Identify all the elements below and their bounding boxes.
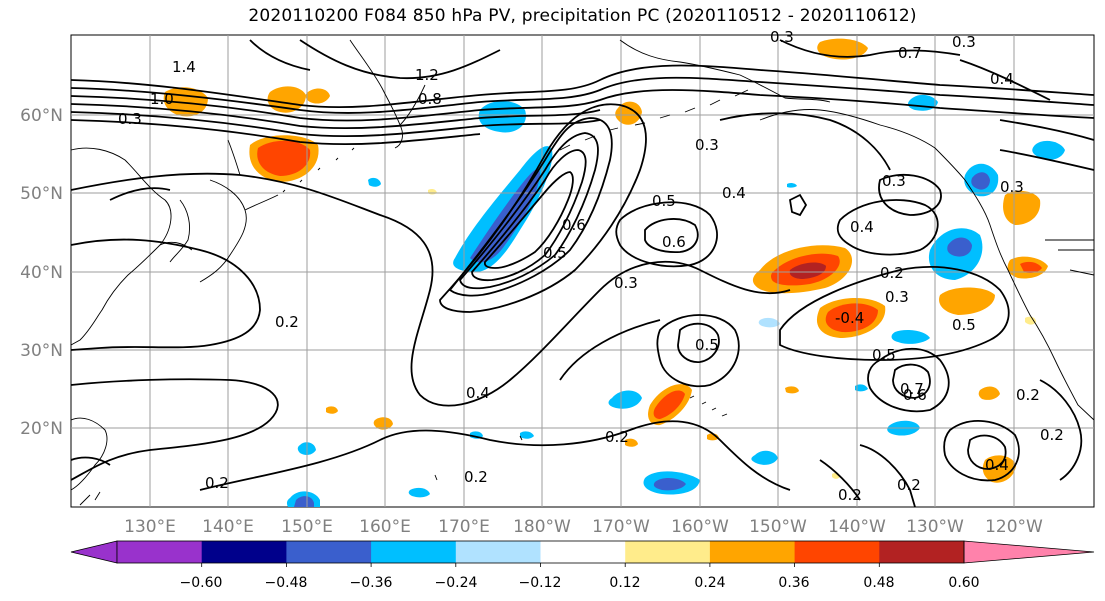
contour-label: 0.3 bbox=[614, 274, 638, 292]
colorbar-tick-label: 0.60 bbox=[948, 575, 979, 591]
contour-label: 1.0 bbox=[150, 90, 174, 108]
lon-label: 160°E bbox=[359, 517, 411, 537]
contour-label: 0.4 bbox=[990, 70, 1014, 88]
latitude-labels: 60°N 50°N 40°N 30°N 20°N bbox=[20, 106, 63, 439]
contour-label: -0.4 bbox=[835, 309, 864, 327]
colorbar-segment bbox=[117, 541, 203, 563]
lon-label: 170°W bbox=[592, 517, 650, 537]
lon-label: 140°W bbox=[828, 517, 886, 537]
colorbar-segment bbox=[625, 541, 711, 563]
contour-label: 0.4 bbox=[466, 384, 490, 402]
colorbar-segment bbox=[286, 541, 372, 563]
colorbar-tick-label: −0.60 bbox=[180, 575, 223, 591]
lat-label: 50°N bbox=[20, 184, 63, 204]
contour-label: 0.2 bbox=[605, 428, 629, 446]
contour-labels: 1.4 1.0 0.3 0.2 0.8 1.2 0.4 0.5 0.6 0.3 … bbox=[118, 28, 1064, 504]
lon-label: 120°W bbox=[985, 517, 1043, 537]
colorbar-ticks: −0.60 −0.48 −0.36 −0.24 −0.12 0.12 0.24 … bbox=[180, 575, 980, 591]
lon-label: 130°E bbox=[124, 517, 176, 537]
contour-label: 0.6 bbox=[903, 386, 927, 404]
lat-label: 60°N bbox=[20, 106, 63, 126]
contour-label: 0.5 bbox=[952, 316, 976, 334]
longitude-labels: 130°E 140°E 150°E 160°E 170°E 180°W 170°… bbox=[124, 517, 1043, 537]
colorbar-tick-label: 0.24 bbox=[694, 575, 725, 591]
coastlines bbox=[70, 39, 1095, 506]
contour-label: 0.3 bbox=[118, 110, 142, 128]
colorbar-tick-label: 0.48 bbox=[863, 575, 894, 591]
contour-label: 0.5 bbox=[872, 346, 896, 364]
contour-label: 0.3 bbox=[695, 136, 719, 154]
colorbar bbox=[70, 540, 1095, 567]
contour-label: 1.2 bbox=[415, 66, 439, 84]
contour-label: 0.8 bbox=[418, 90, 442, 108]
colorbar-segment bbox=[201, 541, 287, 563]
contour-label: 0.3 bbox=[1000, 178, 1024, 196]
contour-label: 0.7 bbox=[898, 44, 922, 62]
lon-label: 170°E bbox=[438, 517, 490, 537]
contour-label: 0.5 bbox=[652, 192, 676, 210]
colorbar-extend-right bbox=[963, 540, 1095, 564]
colorbar-tick-label: −0.48 bbox=[265, 575, 308, 591]
contour-label: 0.6 bbox=[662, 233, 686, 251]
contour-label: 0.2 bbox=[897, 476, 921, 494]
contour-label: 0.3 bbox=[885, 288, 909, 306]
contour-label: 0.6 bbox=[562, 216, 586, 234]
contour-label: 0.2 bbox=[1016, 386, 1040, 404]
colorbar-extend-left bbox=[70, 540, 118, 564]
contour-label: 0.2 bbox=[1040, 426, 1064, 444]
contour-label: 0.4 bbox=[722, 184, 746, 202]
contour-label: 0.3 bbox=[882, 172, 906, 190]
map-title: 2020110200 F084 850 hPa PV, precipitatio… bbox=[248, 6, 917, 26]
contour-label: 0.5 bbox=[543, 244, 567, 262]
contour-label: 0.7 bbox=[900, 380, 924, 398]
colorbar-segment bbox=[709, 541, 796, 563]
lon-label: 150°W bbox=[749, 517, 807, 537]
contour-label: 0.5 bbox=[695, 336, 719, 354]
colorbar-segment bbox=[371, 541, 457, 563]
colorbar-segment bbox=[455, 541, 541, 563]
lat-label: 30°N bbox=[20, 341, 63, 361]
contour-label: 1.4 bbox=[172, 58, 196, 76]
colorbar-segment bbox=[540, 541, 626, 563]
lon-label: 180°W bbox=[513, 517, 571, 537]
colorbar-tick-label: −0.24 bbox=[435, 575, 478, 591]
lon-label: 160°W bbox=[671, 517, 729, 537]
lon-label: 140°E bbox=[202, 517, 254, 537]
contour-label: 0.2 bbox=[275, 313, 299, 331]
colorbar-tick-label: 0.12 bbox=[609, 575, 640, 591]
lat-label: 20°N bbox=[20, 419, 63, 439]
contour-label: 0.2 bbox=[205, 474, 229, 492]
contour-label: 0.3 bbox=[770, 28, 794, 46]
lon-label: 150°E bbox=[281, 517, 333, 537]
pv-contours bbox=[70, 39, 1095, 508]
contour-label: 0.4 bbox=[985, 456, 1009, 474]
contour-label: 0.2 bbox=[838, 486, 862, 504]
lon-label: 130°W bbox=[906, 517, 964, 537]
colorbar-segment bbox=[879, 541, 965, 563]
colorbar-segment bbox=[794, 541, 880, 563]
contour-label: 0.4 bbox=[850, 218, 874, 236]
colorbar-tick-label: 0.36 bbox=[778, 575, 809, 591]
colorbar-tick-label: −0.36 bbox=[350, 575, 393, 591]
lat-label: 40°N bbox=[20, 263, 63, 283]
colorbar-tick-label: −0.12 bbox=[519, 575, 562, 591]
contour-label: 0.2 bbox=[880, 264, 904, 282]
contour-label: 0.2 bbox=[464, 468, 488, 486]
contour-label: 0.3 bbox=[952, 33, 976, 51]
